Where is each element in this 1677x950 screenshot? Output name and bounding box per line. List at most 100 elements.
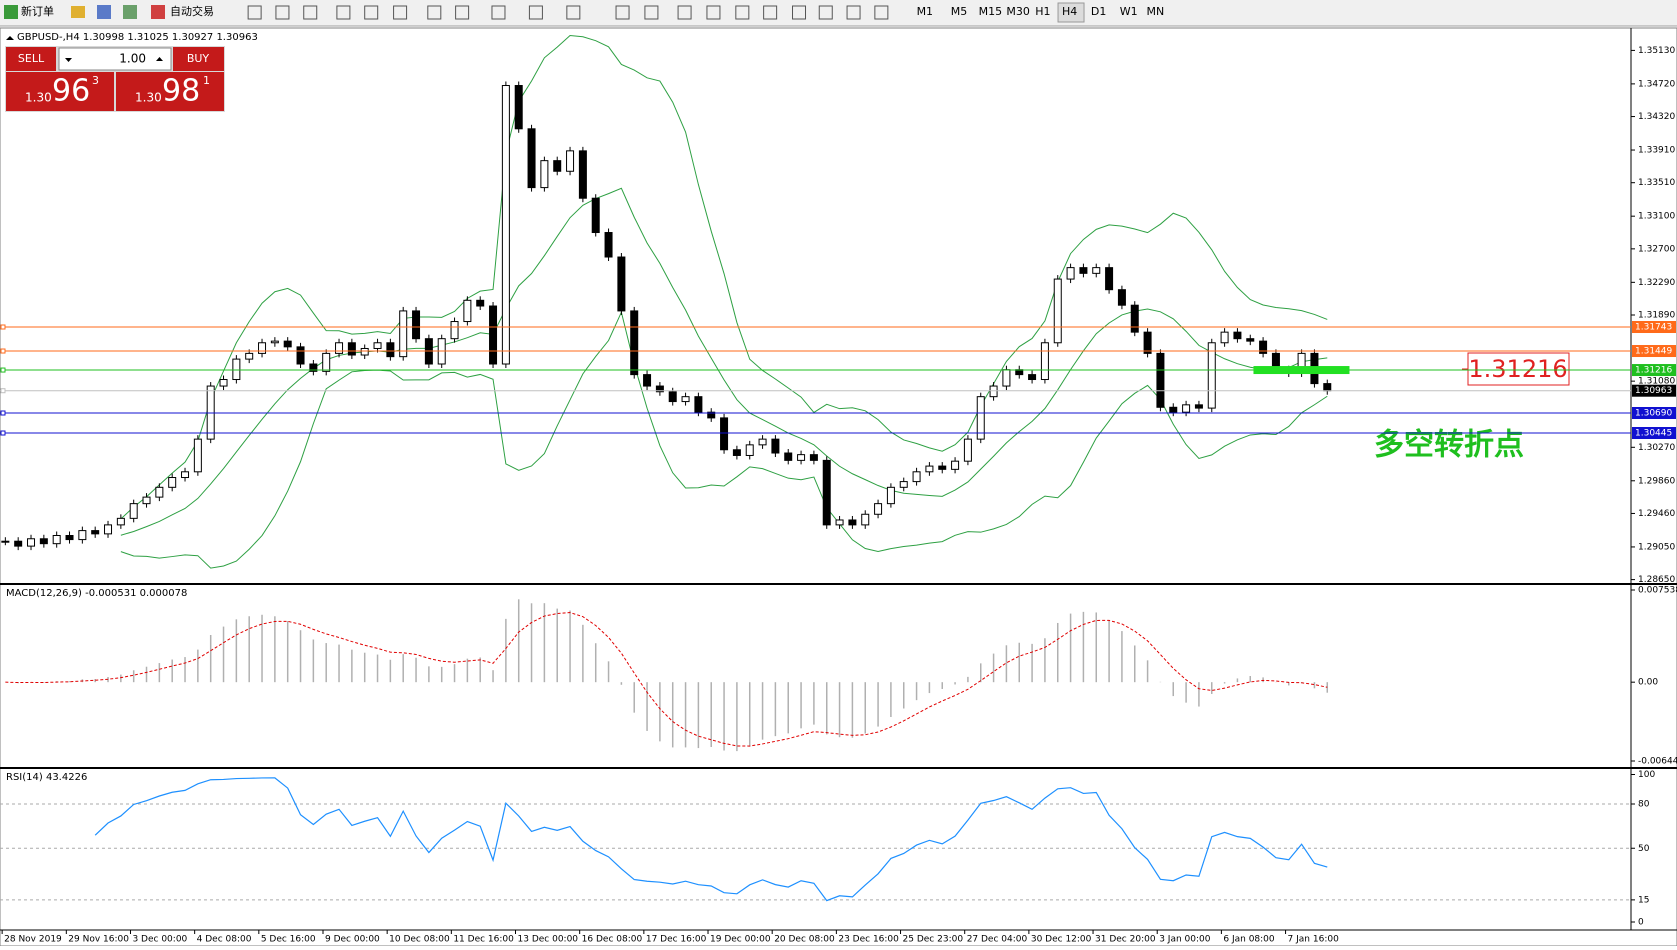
timeframe[interactable]: H4: [1062, 5, 1077, 18]
timeframe[interactable]: M5: [951, 5, 968, 18]
timeframe[interactable]: W1: [1120, 5, 1138, 18]
candle: [668, 391, 677, 403]
candle: [938, 465, 947, 470]
level-tag: [1632, 384, 1676, 397]
sell-button[interactable]: [6, 47, 56, 71]
tool-icon[interactable]: [735, 5, 750, 20]
sell-label[interactable]: SELL: [18, 52, 45, 65]
candle: [91, 530, 100, 535]
tool-icon[interactable]: [427, 5, 442, 20]
timeframe[interactable]: M30: [1006, 5, 1029, 18]
date-label: 19 Dec 00:00: [710, 935, 771, 945]
tool-icon[interactable]: [677, 5, 692, 20]
candle: [78, 530, 87, 541]
buy-price[interactable]: [116, 72, 224, 111]
candle: [258, 342, 267, 354]
timeframe[interactable]: D1: [1091, 5, 1106, 18]
buy-label[interactable]: BUY: [187, 52, 210, 65]
level-highlight: [1253, 366, 1350, 375]
icon[interactable]: [123, 5, 137, 19]
tool-icon[interactable]: [874, 5, 889, 20]
marker-box: [1467, 352, 1570, 386]
timeframe[interactable]: H1: [1035, 5, 1050, 18]
candle: [1194, 404, 1203, 409]
candle: [553, 160, 562, 172]
candle: [104, 524, 113, 535]
candle: [1169, 406, 1178, 413]
y-tick-label: 0.00: [1638, 678, 1658, 688]
level-tag: [1632, 407, 1676, 419]
date-label: 3 Jan 00:00: [1159, 935, 1211, 945]
y-tick-label: 1.33910: [1638, 146, 1675, 156]
level-label: 1.30690: [1635, 409, 1672, 419]
tool-icon[interactable]: [644, 5, 659, 20]
new-order[interactable]: 新订单: [21, 4, 54, 18]
date-label: 31 Dec 20:00: [1095, 935, 1156, 945]
tool-icon[interactable]: [393, 5, 408, 20]
candle: [1207, 342, 1216, 409]
buy-button[interactable]: [173, 47, 224, 71]
candle: [1066, 267, 1075, 280]
timeframe[interactable]: M15: [979, 5, 1003, 18]
tool-icon[interactable]: [615, 5, 630, 20]
tool-icon[interactable]: [303, 5, 318, 20]
timeframe[interactable]: M1: [917, 5, 934, 18]
tool-icon[interactable]: [846, 5, 861, 20]
tool-icon[interactable]: [706, 5, 721, 20]
buy-pips: 98: [162, 74, 200, 109]
candle: [501, 85, 510, 365]
tool-icon[interactable]: [364, 5, 379, 20]
bollinger-band: [120, 310, 1328, 569]
y-tick-label: 0: [1638, 918, 1644, 928]
date-label: 4 Dec 08:00: [197, 935, 252, 945]
tool-icon[interactable]: [455, 5, 470, 20]
icon[interactable]: [71, 6, 85, 18]
candle: [129, 503, 138, 519]
candle: [181, 471, 190, 479]
candle: [1246, 338, 1255, 342]
candle: [27, 538, 36, 547]
macd-header: MACD(12,26,9) -0.000531 0.000078: [6, 588, 187, 599]
date-label: 17 Dec 16:00: [646, 935, 707, 945]
tool-icon[interactable]: [491, 5, 506, 20]
sell-price[interactable]: [6, 72, 114, 111]
new-order-icon[interactable]: [4, 5, 18, 19]
tool-icon[interactable]: [528, 5, 543, 20]
tool-icon[interactable]: [792, 5, 807, 20]
level-handle: [0, 388, 6, 394]
date-label: 29 Nov 16:00: [68, 935, 129, 945]
level-label: 1.31216: [1635, 366, 1672, 376]
candle: [835, 519, 844, 526]
y-tick-label: 0.007538: [1638, 586, 1677, 596]
tool-icon[interactable]: [247, 5, 262, 20]
candle: [758, 438, 767, 446]
candle: [116, 517, 125, 526]
candle: [296, 346, 305, 365]
date-label: 9 Dec 00:00: [325, 935, 380, 945]
icon[interactable]: [97, 5, 111, 19]
y-tick-label: 1.30270: [1638, 443, 1675, 453]
date-label: 5 Dec 16:00: [261, 935, 316, 945]
timeframe[interactable]: MN: [1147, 5, 1165, 18]
tool-icon[interactable]: [763, 5, 778, 20]
auto-trading[interactable]: 自动交易: [170, 4, 214, 18]
tool-icon[interactable]: [275, 5, 290, 20]
sell-pips: 96: [52, 74, 90, 109]
candle: [899, 481, 908, 488]
tool-icon[interactable]: [818, 5, 833, 20]
candle: [386, 342, 395, 358]
auto-trading-icon[interactable]: [151, 5, 165, 19]
y-tick-label: 1.32700: [1638, 244, 1675, 254]
candle: [707, 411, 716, 419]
date-label: 27 Dec 04:00: [967, 935, 1028, 945]
candle: [771, 438, 780, 454]
active-timeframe: [1057, 2, 1085, 23]
candle: [1220, 331, 1229, 344]
candle: [1053, 278, 1062, 344]
lot-value[interactable]: 1.00: [119, 52, 146, 66]
lot-input[interactable]: [58, 47, 172, 71]
date-label: 20 Dec 08:00: [774, 935, 835, 945]
tool-icon[interactable]: [566, 5, 581, 20]
tool-icon[interactable]: [336, 5, 351, 20]
level-handle: [0, 324, 6, 330]
